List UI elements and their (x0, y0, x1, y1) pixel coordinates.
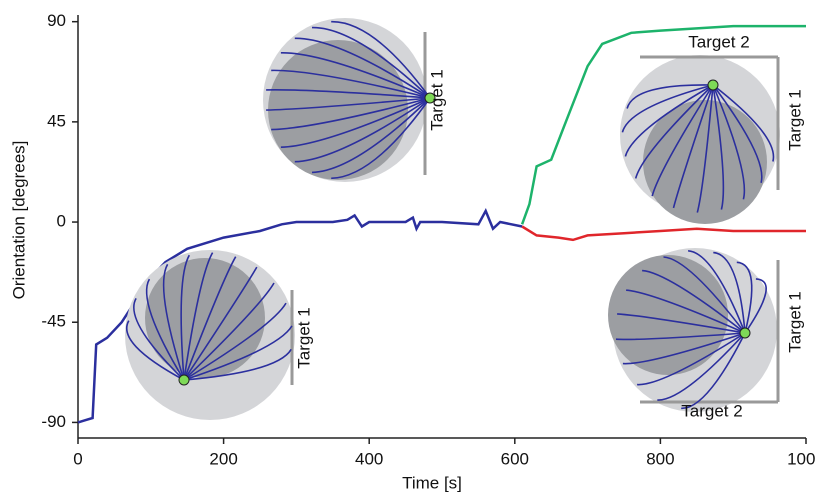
trajectory (637, 332, 746, 386)
goal-dot (178, 374, 190, 386)
obstacle-circle (608, 255, 728, 375)
trajectory (294, 97, 431, 163)
trajectory (183, 252, 214, 381)
trajectory (712, 84, 775, 162)
y-axis-label: Orientation [degrees] (9, 141, 28, 300)
trajectory (133, 298, 185, 381)
trajectory (681, 332, 746, 410)
trajectory (183, 325, 293, 381)
x-tick-label: 1000 (787, 449, 816, 468)
inset-diagram: Target 1 (125, 250, 313, 420)
trajectory (311, 26, 431, 99)
trajectory (696, 84, 714, 213)
trajectory (331, 97, 431, 180)
trajectory (736, 261, 753, 334)
trajectory (651, 84, 714, 197)
goal-dot (707, 79, 719, 91)
trajectory (145, 278, 185, 381)
trajectory (183, 266, 258, 381)
x-tick-label: 200 (209, 449, 237, 468)
series-line (521, 225, 806, 242)
annotation: Target 1 (427, 69, 446, 130)
trajectory (657, 332, 746, 401)
trajectory (712, 84, 746, 200)
trajectory (162, 263, 185, 381)
trajectory (617, 313, 746, 334)
trajectory (311, 97, 431, 174)
trajectory (266, 97, 431, 111)
trajectory (183, 282, 275, 381)
annotation: Target 2 (681, 401, 742, 420)
trajectory (615, 332, 746, 341)
inset-diagram: Target 2 Target 1 (620, 32, 804, 224)
trajectory (672, 84, 714, 209)
goal-dot (424, 92, 436, 104)
trajectory (271, 69, 431, 99)
trajectory (713, 251, 746, 334)
trajectory (280, 97, 431, 148)
trajectory (712, 84, 763, 184)
trajectory (712, 84, 725, 210)
trajectory (126, 320, 185, 381)
x-tick-label: 400 (355, 449, 383, 468)
trajectory (663, 256, 746, 334)
trajectory (183, 256, 237, 381)
trajectory (183, 348, 292, 381)
trajectory (183, 302, 287, 381)
trajectory (621, 84, 714, 133)
annotation: Target 1 (785, 291, 804, 352)
y-tick-label: 90 (47, 11, 66, 30)
trajectory (687, 250, 746, 334)
trajectory (266, 89, 431, 99)
series-line (77, 207, 523, 424)
y-tick-label: 45 (47, 111, 66, 130)
y-tick-label: -90 (41, 412, 66, 431)
trajectory (626, 84, 714, 109)
y-tick-label: 0 (57, 212, 66, 231)
trajectory (634, 84, 714, 179)
trajectory (744, 278, 767, 334)
inset-diagram: Target 1 Target 2 (608, 248, 804, 420)
trajectory (280, 51, 431, 99)
trajectory (271, 97, 431, 131)
x-tick-label: 800 (646, 449, 674, 468)
annotation: Target 1 (785, 89, 804, 150)
x-tick-label: 0 (73, 449, 82, 468)
trajectory (624, 84, 714, 157)
annotation: Target 2 (688, 32, 749, 51)
trajectory (331, 20, 431, 99)
trajectory (626, 289, 746, 334)
series-line (520, 24, 806, 225)
x-tick-label: 600 (501, 449, 529, 468)
x-axis-label: Time [s] (402, 473, 462, 492)
trajectory (642, 269, 746, 334)
trajectory (180, 254, 190, 381)
inset-diagram: Target 1 (263, 18, 446, 182)
y-tick-label: -45 (41, 312, 66, 331)
annotation: Target 1 (294, 307, 313, 368)
trajectory (294, 37, 431, 99)
trajectory (622, 332, 746, 365)
goal-dot (739, 327, 751, 339)
